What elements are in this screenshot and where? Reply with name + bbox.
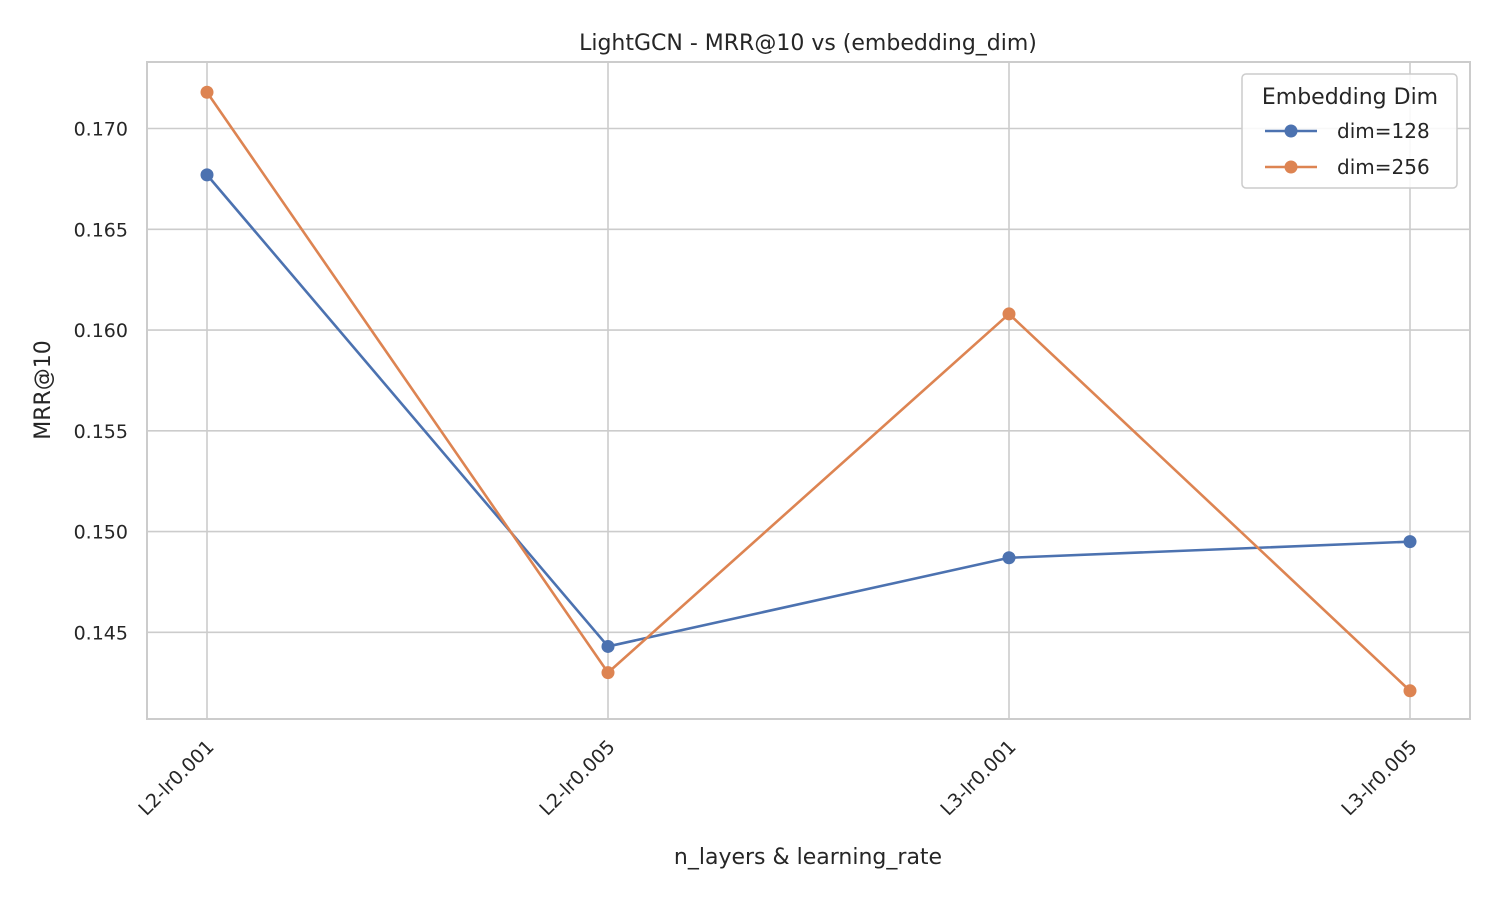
data-point: [1002, 551, 1016, 565]
tick-labels: L2-lr0.001 L2-lr0.005 L3-lr0.001 L3-lr0.005…: [74, 119, 1422, 821]
legend-item: dim=256: [1265, 155, 1430, 179]
y-tick-label: 0.170: [74, 119, 128, 141]
series-lines: [200, 85, 1417, 698]
x-tick-label: L2-lr0.001: [134, 736, 218, 820]
plot-frame: [146, 61, 1471, 720]
legend: Embedding Dim dim=128 dim=256: [1241, 73, 1458, 189]
series-dim=128: [200, 168, 1417, 653]
chart-title: LightGCN - MRR@10 vs (embedding_dim): [579, 31, 1037, 56]
y-tick-label: 0.155: [74, 421, 128, 443]
data-point: [1403, 684, 1417, 698]
data-point: [200, 168, 214, 182]
y-tick-label: 0.160: [74, 320, 128, 342]
legend-item: dim=128: [1265, 119, 1430, 143]
series-line: [206, 174, 1411, 648]
data-point: [1002, 307, 1016, 321]
x-tick-label: L3-lr0.001: [936, 736, 1020, 820]
legend-label: dim=256: [1337, 155, 1430, 179]
y-tick-label: 0.145: [74, 622, 128, 644]
legend-entries: dim=128 dim=256: [1265, 119, 1430, 179]
y-tick-label: 0.150: [74, 522, 128, 544]
legend-label: dim=128: [1337, 119, 1430, 143]
legend-marker: [1284, 124, 1298, 138]
series-line: [205, 91, 1411, 692]
data-point: [601, 666, 615, 680]
x-tick-label: L2-lr0.005: [535, 736, 619, 820]
x-axis-label: n_layers & learning_rate: [674, 845, 942, 870]
data-point: [601, 639, 615, 653]
legend-box: [1241, 73, 1458, 189]
legend-title: Embedding Dim: [1262, 85, 1438, 110]
y-tick-label: 0.165: [74, 219, 128, 241]
y-axis-label: MRR@10: [31, 340, 56, 440]
data-point: [1403, 535, 1417, 549]
legend-marker: [1284, 160, 1298, 174]
series-dim=256: [200, 85, 1417, 698]
data-point: [200, 85, 214, 99]
x-tick-label: L3-lr0.005: [1337, 736, 1421, 820]
